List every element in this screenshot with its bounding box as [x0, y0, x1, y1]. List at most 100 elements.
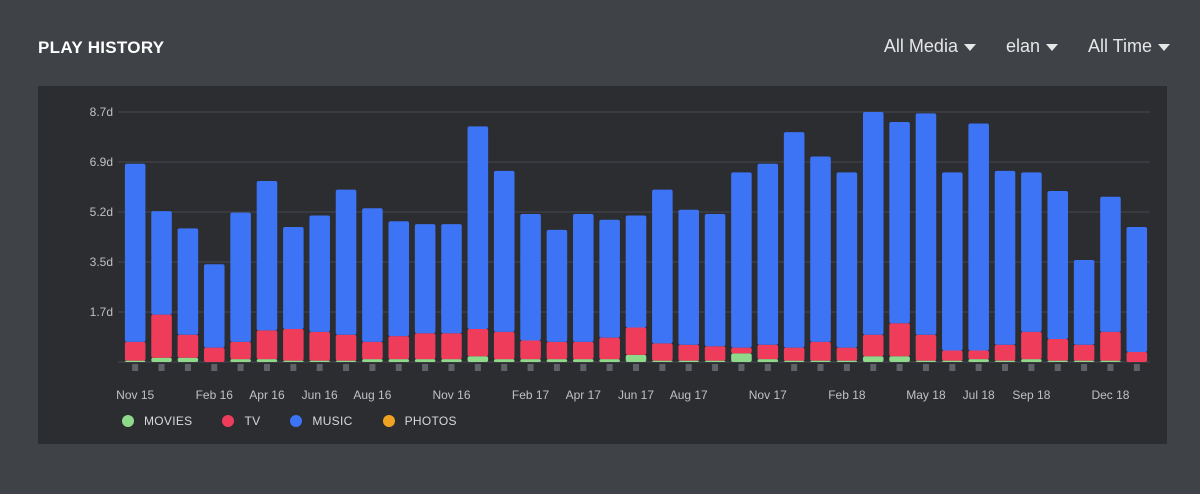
bar-tv [1021, 331, 1042, 360]
x-tick-mark [158, 364, 165, 371]
x-tick-mark [527, 364, 534, 371]
bar-music [652, 189, 673, 344]
x-tick-mark [843, 364, 850, 371]
bar-music [151, 211, 172, 315]
bar-movies [1021, 359, 1042, 362]
bar-music [915, 113, 937, 335]
x-tick-mark [712, 364, 719, 371]
bar-music [889, 122, 910, 324]
bar-movies [836, 360, 858, 362]
bar-tv [1126, 351, 1148, 362]
x-tick-mark [1133, 364, 1140, 371]
bar-tv [124, 341, 146, 361]
caret-down-icon [963, 44, 976, 51]
x-tick-mark [448, 364, 455, 371]
x-tick-mark [1028, 364, 1035, 371]
bar-music [124, 163, 146, 342]
bar-music [283, 226, 304, 329]
x-tick-label: Nov 15 [116, 388, 154, 402]
x-tick-label: Nov 17 [749, 388, 787, 402]
x-tick-label: Feb 17 [512, 388, 550, 402]
x-tick-label: Jun 16 [302, 388, 338, 402]
x-tick-label: Dec 18 [1091, 388, 1129, 402]
bar-movies [968, 359, 989, 362]
x-tick-mark [1081, 364, 1088, 371]
bar-tv [625, 327, 647, 355]
bar-movies [625, 354, 647, 362]
x-tick-mark [422, 364, 429, 371]
bar-music [1100, 196, 1121, 332]
bar-music [757, 163, 779, 345]
bar-movies [678, 360, 699, 362]
bar-tv [177, 334, 199, 358]
bar-movies [1073, 360, 1095, 362]
bar-movies [388, 359, 410, 362]
bar-tv [994, 344, 1016, 361]
x-tick-mark [474, 364, 481, 371]
legend-swatch-movies [122, 415, 134, 427]
bar-tv [493, 331, 515, 360]
bar-music [362, 208, 383, 342]
bar-movies [704, 360, 726, 362]
legend-item-music[interactable]: MUSIC [290, 414, 362, 428]
y-tick-label: 1.7d [90, 305, 113, 319]
legend-item-movies[interactable]: MOVIES [122, 414, 202, 428]
bar-movies [757, 359, 779, 362]
bar-music [230, 212, 251, 342]
bar-tv [968, 350, 989, 360]
legend-item-tv[interactable]: TV [222, 414, 270, 428]
legend-item-photos[interactable]: PHOTOS [382, 414, 467, 428]
bar-movies [783, 360, 805, 362]
bar-tv [203, 347, 225, 362]
bar-movies [862, 356, 884, 362]
bar-music [704, 214, 726, 347]
x-tick-mark [211, 364, 218, 371]
bar-movies [599, 359, 620, 362]
y-tick-label: 6.9d [90, 155, 113, 169]
bar-music [968, 123, 989, 351]
user-filter-dropdown[interactable]: elan [1006, 36, 1058, 57]
media-filter-dropdown[interactable]: All Media [884, 36, 976, 57]
bar-music [1047, 191, 1069, 340]
bar-tv [573, 341, 594, 360]
bar-movies [1100, 360, 1121, 362]
time-filter-dropdown[interactable]: All Time [1088, 36, 1170, 57]
bar-tv [678, 344, 699, 361]
bar-movies [283, 360, 304, 362]
x-tick-mark [369, 364, 376, 371]
x-tick-mark [975, 364, 982, 371]
bar-movies [151, 357, 172, 362]
x-tick-mark [738, 364, 745, 371]
x-tick-mark [263, 364, 270, 371]
bar-music [625, 215, 647, 328]
bar-movies [652, 360, 673, 362]
bar-tv [546, 341, 568, 360]
x-tick-label: Jul 18 [963, 388, 995, 402]
x-tick-mark [1107, 364, 1114, 371]
bar-music [546, 229, 568, 342]
bar-tv [335, 334, 357, 361]
bar-movies [1047, 360, 1069, 362]
bar-tv [783, 347, 805, 361]
bar-music [493, 170, 515, 332]
legend-label-music: MUSIC [312, 414, 353, 428]
chart-panel: 1.7d 3.5d 5.2d 6.9d 8.7d Nov 15 Feb 16 Apr 16 Ju… [38, 86, 1167, 444]
legend-label-tv: TV [244, 414, 261, 428]
x-tick-mark [659, 364, 666, 371]
bar-tv [230, 341, 251, 360]
bar-music [994, 170, 1016, 345]
bar-music [678, 209, 699, 345]
bar-music [388, 221, 410, 337]
x-tick-mark [290, 364, 297, 371]
x-tick-mark [633, 364, 639, 371]
bar-music [573, 214, 594, 342]
x-tick-label: Apr 16 [249, 388, 285, 402]
time-filter-label: All Time [1087, 36, 1152, 56]
user-filter-label: elan [1005, 36, 1040, 56]
bar-tv [1073, 344, 1095, 361]
x-tick-mark [870, 364, 877, 371]
bar-tv [283, 328, 304, 361]
legend-swatch-photos [382, 415, 395, 427]
x-tick-mark [395, 364, 402, 371]
bar-tv [862, 334, 884, 357]
